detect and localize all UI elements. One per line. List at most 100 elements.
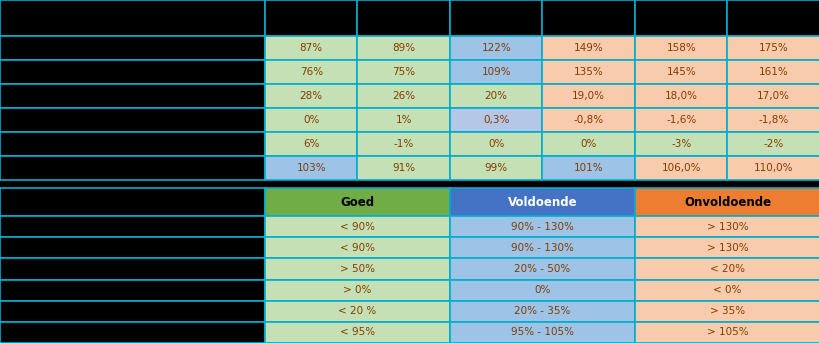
Bar (450, 258, 634, 280)
Bar (265, 322, 450, 343)
Bar (0, 216, 265, 237)
Text: -1,6%: -1,6% (665, 115, 695, 125)
Text: 0%: 0% (303, 115, 319, 125)
Text: 109%: 109% (481, 67, 510, 77)
Bar (265, 301, 450, 322)
Bar (265, 188, 450, 216)
Bar (0, 60, 265, 84)
Bar (726, 60, 819, 84)
Bar (357, 132, 450, 156)
Text: -1%: -1% (393, 139, 414, 149)
Bar (265, 258, 450, 280)
Text: -3%: -3% (670, 139, 690, 149)
Bar (265, 36, 357, 60)
Bar (634, 216, 819, 237)
Bar (542, 84, 634, 108)
Bar (0, 237, 265, 258)
Text: > 0%: > 0% (343, 285, 371, 295)
Bar (634, 132, 726, 156)
Text: 122%: 122% (481, 43, 510, 53)
Bar (450, 280, 634, 301)
Text: 135%: 135% (573, 67, 603, 77)
Text: 90% - 130%: 90% - 130% (510, 243, 573, 253)
Bar (265, 108, 357, 132)
Text: 20% - 35%: 20% - 35% (514, 306, 570, 316)
Text: 19,0%: 19,0% (572, 91, 604, 101)
Bar (726, 36, 819, 60)
Bar (634, 188, 819, 216)
Bar (0, 258, 265, 280)
Text: 175%: 175% (758, 43, 788, 53)
Text: 0%: 0% (487, 139, 504, 149)
Text: < 20 %: < 20 % (338, 306, 376, 316)
Bar (450, 216, 634, 237)
Bar (265, 280, 450, 301)
Bar (357, 156, 450, 180)
Bar (0, 36, 265, 60)
Text: 76%: 76% (299, 67, 323, 77)
Text: 20% - 50%: 20% - 50% (514, 264, 570, 274)
Bar (450, 301, 634, 322)
Bar (265, 237, 450, 258)
Bar (357, 108, 450, 132)
Bar (726, 132, 819, 156)
Text: < 95%: < 95% (340, 328, 374, 338)
Bar (0, 301, 265, 322)
Text: 106,0%: 106,0% (661, 163, 700, 173)
Text: Voldoende: Voldoende (507, 196, 577, 209)
Bar (634, 322, 819, 343)
Bar (726, 0, 819, 36)
Text: 0,3%: 0,3% (482, 115, 509, 125)
Text: 161%: 161% (758, 67, 788, 77)
Text: Goed: Goed (340, 196, 374, 209)
Bar (450, 237, 634, 258)
Bar (450, 322, 634, 343)
Text: -0,8%: -0,8% (573, 115, 603, 125)
Bar (726, 108, 819, 132)
Bar (726, 156, 819, 180)
Bar (634, 301, 819, 322)
Bar (0, 0, 265, 36)
Text: 110,0%: 110,0% (753, 163, 793, 173)
Text: -2%: -2% (762, 139, 783, 149)
Text: < 20%: < 20% (709, 264, 744, 274)
Text: 89%: 89% (391, 43, 414, 53)
Bar (265, 84, 357, 108)
Text: 145%: 145% (666, 67, 695, 77)
Text: 0%: 0% (580, 139, 596, 149)
Text: 1%: 1% (395, 115, 411, 125)
Bar (634, 258, 819, 280)
Bar (634, 84, 726, 108)
Bar (450, 108, 542, 132)
Text: 103%: 103% (296, 163, 326, 173)
Bar (634, 108, 726, 132)
Bar (357, 0, 450, 36)
Text: 6%: 6% (303, 139, 319, 149)
Bar (265, 156, 357, 180)
Bar (726, 84, 819, 108)
Text: 75%: 75% (391, 67, 414, 77)
Bar (634, 237, 819, 258)
Bar (265, 132, 357, 156)
Bar (357, 60, 450, 84)
Text: 95% - 105%: 95% - 105% (510, 328, 573, 338)
Bar (542, 156, 634, 180)
Bar (357, 84, 450, 108)
Bar (0, 180, 819, 188)
Text: < 90%: < 90% (340, 243, 374, 253)
Bar (542, 36, 634, 60)
Bar (450, 60, 542, 84)
Text: < 0%: < 0% (713, 285, 740, 295)
Text: 26%: 26% (391, 91, 414, 101)
Bar (634, 60, 726, 84)
Bar (450, 84, 542, 108)
Text: 101%: 101% (573, 163, 603, 173)
Text: > 50%: > 50% (340, 264, 374, 274)
Text: > 105%: > 105% (706, 328, 748, 338)
Bar (450, 188, 634, 216)
Text: 0%: 0% (534, 285, 550, 295)
Bar (450, 156, 542, 180)
Bar (0, 188, 265, 216)
Text: > 130%: > 130% (706, 243, 748, 253)
Bar (0, 156, 265, 180)
